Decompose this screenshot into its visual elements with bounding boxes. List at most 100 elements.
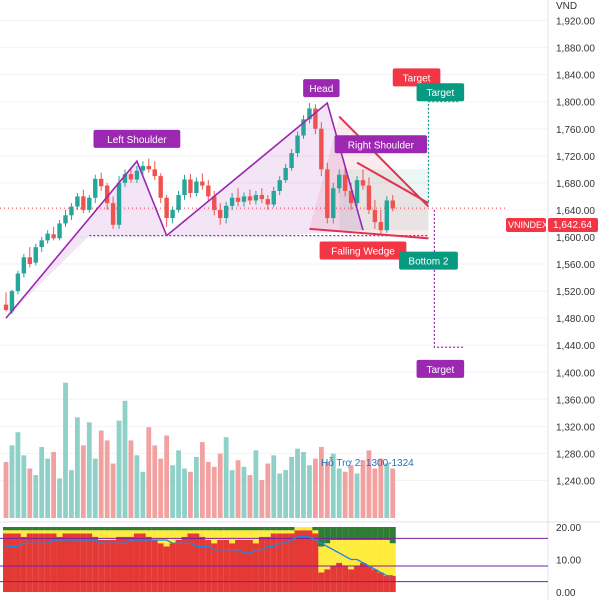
indicator-green-bar bbox=[312, 527, 319, 531]
indicator-red-bar bbox=[122, 536, 128, 592]
volume-bar bbox=[265, 463, 271, 518]
indicator-green-bar bbox=[127, 527, 134, 531]
indicator-green-bar bbox=[50, 527, 57, 531]
annotation-bg bbox=[392, 68, 441, 87]
price-tick-label: 1,480.00 bbox=[556, 314, 595, 325]
annotation-label: Falling Wedge bbox=[331, 247, 395, 258]
indicator-yellow-bar bbox=[360, 540, 366, 563]
indicator-green-bar bbox=[360, 527, 366, 540]
indicator-green-bar bbox=[44, 527, 51, 531]
volume-bar bbox=[318, 447, 324, 518]
indicator-red-bar bbox=[348, 569, 355, 592]
indicator-yellow-bar bbox=[68, 530, 75, 534]
indicator-green-bar bbox=[235, 527, 242, 531]
price-tick-label: 1,360.00 bbox=[556, 395, 595, 406]
indicator-green-bar bbox=[276, 527, 283, 531]
price-axis[interactable]: VND 1,240.00 1,280.00 1,320.00 1,360.00 1,40… bbox=[556, 1, 595, 487]
indicator-green-bar bbox=[80, 527, 87, 531]
candlestick-series bbox=[3, 103, 395, 315]
indicator-red-bar bbox=[187, 533, 194, 592]
candle-body bbox=[188, 179, 193, 194]
indicator-green-bar bbox=[348, 527, 355, 540]
indicator-green-bar bbox=[133, 527, 140, 531]
candle-body bbox=[289, 153, 294, 168]
volume-bar bbox=[390, 468, 396, 518]
price-tick-label: 1,920.00 bbox=[556, 17, 595, 28]
annotation-label: Bottom 2 bbox=[408, 257, 448, 268]
indicator-green-bar bbox=[8, 527, 15, 531]
indicator-red-bar bbox=[300, 530, 307, 592]
indicator-red-bar bbox=[306, 530, 313, 592]
indicator-yellow-bar bbox=[264, 530, 271, 537]
volume-bar bbox=[336, 468, 342, 518]
indicator-red-bar bbox=[169, 543, 176, 592]
price-tick-label: 1,320.00 bbox=[556, 422, 595, 433]
indicator-green-bar bbox=[110, 527, 117, 531]
indicator-yellow-bar bbox=[44, 530, 51, 534]
volume-bar bbox=[3, 461, 9, 518]
volume-bar bbox=[9, 445, 15, 518]
volume-bar bbox=[348, 465, 354, 518]
indicator-red-bar bbox=[229, 543, 236, 592]
indicator-yellow-bar bbox=[92, 530, 99, 537]
volume-bar bbox=[194, 456, 199, 518]
indicator-red-bar bbox=[163, 546, 170, 592]
indicator-green-bar bbox=[116, 527, 123, 531]
indicator-yellow-bar bbox=[8, 530, 15, 534]
volume-bar bbox=[313, 458, 318, 518]
indicator-green-bar bbox=[74, 527, 81, 531]
indicator-green-bar bbox=[104, 527, 111, 531]
indicator-yellow-bar bbox=[199, 530, 206, 537]
annotation-label: Right Shoulder bbox=[348, 140, 415, 151]
indicator-red-bar bbox=[360, 562, 366, 592]
indicator-yellow-bar bbox=[127, 530, 134, 537]
indicator-green-bar bbox=[157, 527, 164, 531]
price-tick-label: 1,760.00 bbox=[556, 125, 595, 136]
indicator-yellow-bar bbox=[383, 540, 390, 576]
indicator-red-bar bbox=[264, 536, 271, 592]
indicator-yellow-bar bbox=[80, 530, 87, 534]
candle-body bbox=[27, 257, 32, 265]
candle-body bbox=[164, 197, 169, 219]
indicator-yellow-bar bbox=[300, 527, 307, 531]
indicator-line bbox=[6, 536, 393, 577]
indicator-green-bar bbox=[217, 527, 224, 531]
annotation-label: Left Shoulder bbox=[107, 135, 167, 146]
indicator-green-bar bbox=[26, 527, 33, 531]
indicator-green-bar bbox=[241, 527, 247, 531]
indicator-green-bar bbox=[252, 527, 259, 531]
indicator-green-bar bbox=[86, 527, 93, 531]
indicator-red-bar bbox=[116, 536, 123, 592]
indicator-yellow-bar bbox=[348, 540, 355, 570]
price-tick-label: 1,440.00 bbox=[556, 341, 595, 352]
pattern-lines bbox=[5, 101, 465, 348]
volume-bar bbox=[170, 465, 175, 518]
volume-bar bbox=[122, 400, 128, 518]
volume-bar bbox=[372, 468, 378, 518]
volume-bars bbox=[3, 382, 396, 518]
volume-bar bbox=[301, 452, 306, 518]
price-tick-label: 1,680.00 bbox=[556, 179, 595, 190]
volume-bar bbox=[45, 458, 51, 518]
indicator-tick-label: 10.00 bbox=[556, 556, 581, 567]
volume-bar bbox=[283, 470, 289, 518]
target-up-projection bbox=[427, 101, 459, 202]
indicator-yellow-bar bbox=[336, 540, 343, 563]
candle-body bbox=[378, 222, 384, 231]
volume-bar bbox=[366, 450, 372, 518]
price-tick-label: 1,840.00 bbox=[556, 71, 595, 82]
volume-bar bbox=[378, 458, 384, 518]
volume-bar bbox=[229, 470, 235, 518]
volume-bar bbox=[211, 466, 217, 518]
indicator-red-bar bbox=[193, 533, 200, 592]
candle-body bbox=[384, 200, 389, 231]
indicator-yellow-bar bbox=[217, 530, 224, 540]
candle-body bbox=[325, 169, 330, 219]
candle-body bbox=[277, 180, 282, 191]
indicator-green-bar bbox=[145, 527, 152, 531]
candle-body bbox=[223, 205, 229, 219]
indicator-green-bar bbox=[336, 527, 343, 540]
indicator-red-bar bbox=[258, 536, 265, 592]
